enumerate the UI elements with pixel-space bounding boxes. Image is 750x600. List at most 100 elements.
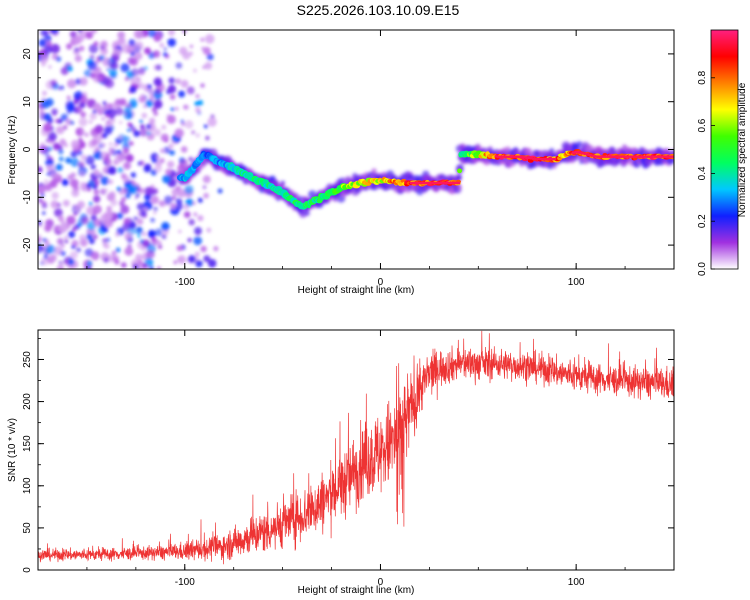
noise-blob: [38, 244, 43, 254]
y-tick-label: 0: [22, 567, 33, 573]
colorbar-tick-label: 0.6: [697, 118, 708, 132]
noise-blob: [130, 172, 137, 178]
noise-blob: [130, 68, 140, 77]
ridge-peak: [572, 151, 575, 154]
noise-blob: [38, 38, 47, 47]
ridge-peak: [515, 155, 519, 158]
noise-blob: [169, 202, 177, 210]
ridge-peak: [616, 155, 620, 158]
y-tick-label: -10: [22, 190, 33, 205]
noise-blob: [120, 196, 127, 202]
noise-blob: [95, 146, 100, 152]
noise-blob: [140, 93, 145, 98]
noise-blob: [58, 260, 62, 265]
noise-blob: [90, 214, 97, 221]
noise-blob: [88, 44, 99, 54]
noise-blob: [42, 211, 46, 215]
noise-blob: [51, 108, 58, 115]
noise-blob: [141, 112, 148, 119]
ridge-peak: [663, 155, 667, 158]
noise-blob: [176, 245, 183, 252]
noise-blob: [132, 263, 139, 269]
colorbar-tick-label: 0.8: [697, 70, 708, 84]
noise-blob: [38, 166, 43, 173]
ridge-peak: [454, 181, 458, 185]
noise-blob: [117, 149, 122, 154]
ridge-peak: [424, 181, 428, 185]
noise-blob: [92, 184, 98, 190]
noise-blob: [117, 135, 122, 141]
noise-blob: [120, 63, 130, 73]
noise-blob: [139, 119, 143, 124]
noise-blob: [80, 130, 84, 134]
noise-blob: [110, 199, 118, 207]
noise-blob: [153, 206, 158, 212]
noise-blob: [177, 188, 186, 198]
noise-blob: [128, 39, 136, 47]
ridge-peak: [525, 156, 529, 159]
noise-blob: [90, 139, 98, 147]
ridge-peak: [414, 181, 418, 185]
noise-blob: [129, 57, 138, 66]
noise-blob: [119, 200, 125, 207]
spectrogram-ylabel: Frequency (Hz): [7, 116, 18, 185]
noise-blob: [42, 90, 47, 96]
noise-blob: [125, 192, 131, 199]
ridge-peak: [635, 155, 639, 158]
ridge-peak: [445, 181, 449, 185]
ridge-peak: [640, 155, 644, 158]
noise-blob: [90, 251, 100, 261]
ridge-peak: [614, 155, 618, 158]
figure-title: S225.2026.103.10.09.E15: [297, 2, 460, 18]
noise-blob: [43, 45, 53, 54]
noise-blob: [153, 34, 162, 42]
noise-blob: [144, 257, 154, 267]
noise-blob: [154, 228, 163, 237]
noise-blob: [111, 250, 117, 256]
noise-blob: [89, 120, 93, 124]
ridge-peak: [611, 155, 615, 158]
ridge-peak: [647, 155, 651, 158]
noise-blob: [78, 117, 88, 127]
noise-blob: [55, 56, 62, 62]
noise-blob: [49, 254, 57, 262]
ridge-peak: [440, 181, 444, 185]
noise-blob: [60, 113, 68, 121]
noise-blob: [200, 245, 207, 253]
colorbar-ticks: 0.0 0.2 0.4 0.6 0.8: [697, 70, 715, 276]
noise-blob: [86, 260, 92, 266]
noise-blob: [168, 77, 175, 84]
noise-blob: [65, 102, 75, 112]
noise-blob: [38, 184, 46, 194]
ridge-peak: [433, 181, 437, 185]
noise-blob: [112, 255, 119, 262]
ridge-halo: [670, 159, 674, 164]
ridge-halo: [456, 174, 463, 181]
noise-blob: [46, 172, 50, 176]
noise-blob: [167, 160, 175, 169]
noise-blob: [90, 127, 100, 138]
noise-blob: [89, 54, 95, 60]
ridge-halo: [280, 182, 285, 187]
noise-blob: [123, 161, 131, 170]
ridge-peak: [595, 155, 599, 158]
noise-blob: [159, 158, 165, 164]
noise-blob: [102, 133, 108, 139]
noise-blob: [153, 111, 159, 116]
snr-ticks: -100 0 100 0 50 100 150 200 250: [22, 330, 675, 588]
ridge-peak: [438, 181, 442, 185]
noise-blob: [110, 115, 114, 120]
ridge-peak: [633, 155, 637, 158]
noise-blob: [122, 44, 132, 54]
noise-blob: [142, 239, 150, 248]
noise-blob: [74, 207, 80, 213]
noise-blob: [75, 127, 85, 137]
noise-blob: [41, 257, 50, 266]
noise-blob: [74, 47, 79, 53]
noise-blob: [88, 201, 93, 206]
noise-blob: [78, 170, 85, 177]
noise-blob: [139, 210, 147, 217]
noise-blob: [123, 188, 128, 193]
noise-blob: [202, 46, 211, 55]
noise-blob: [183, 204, 190, 210]
